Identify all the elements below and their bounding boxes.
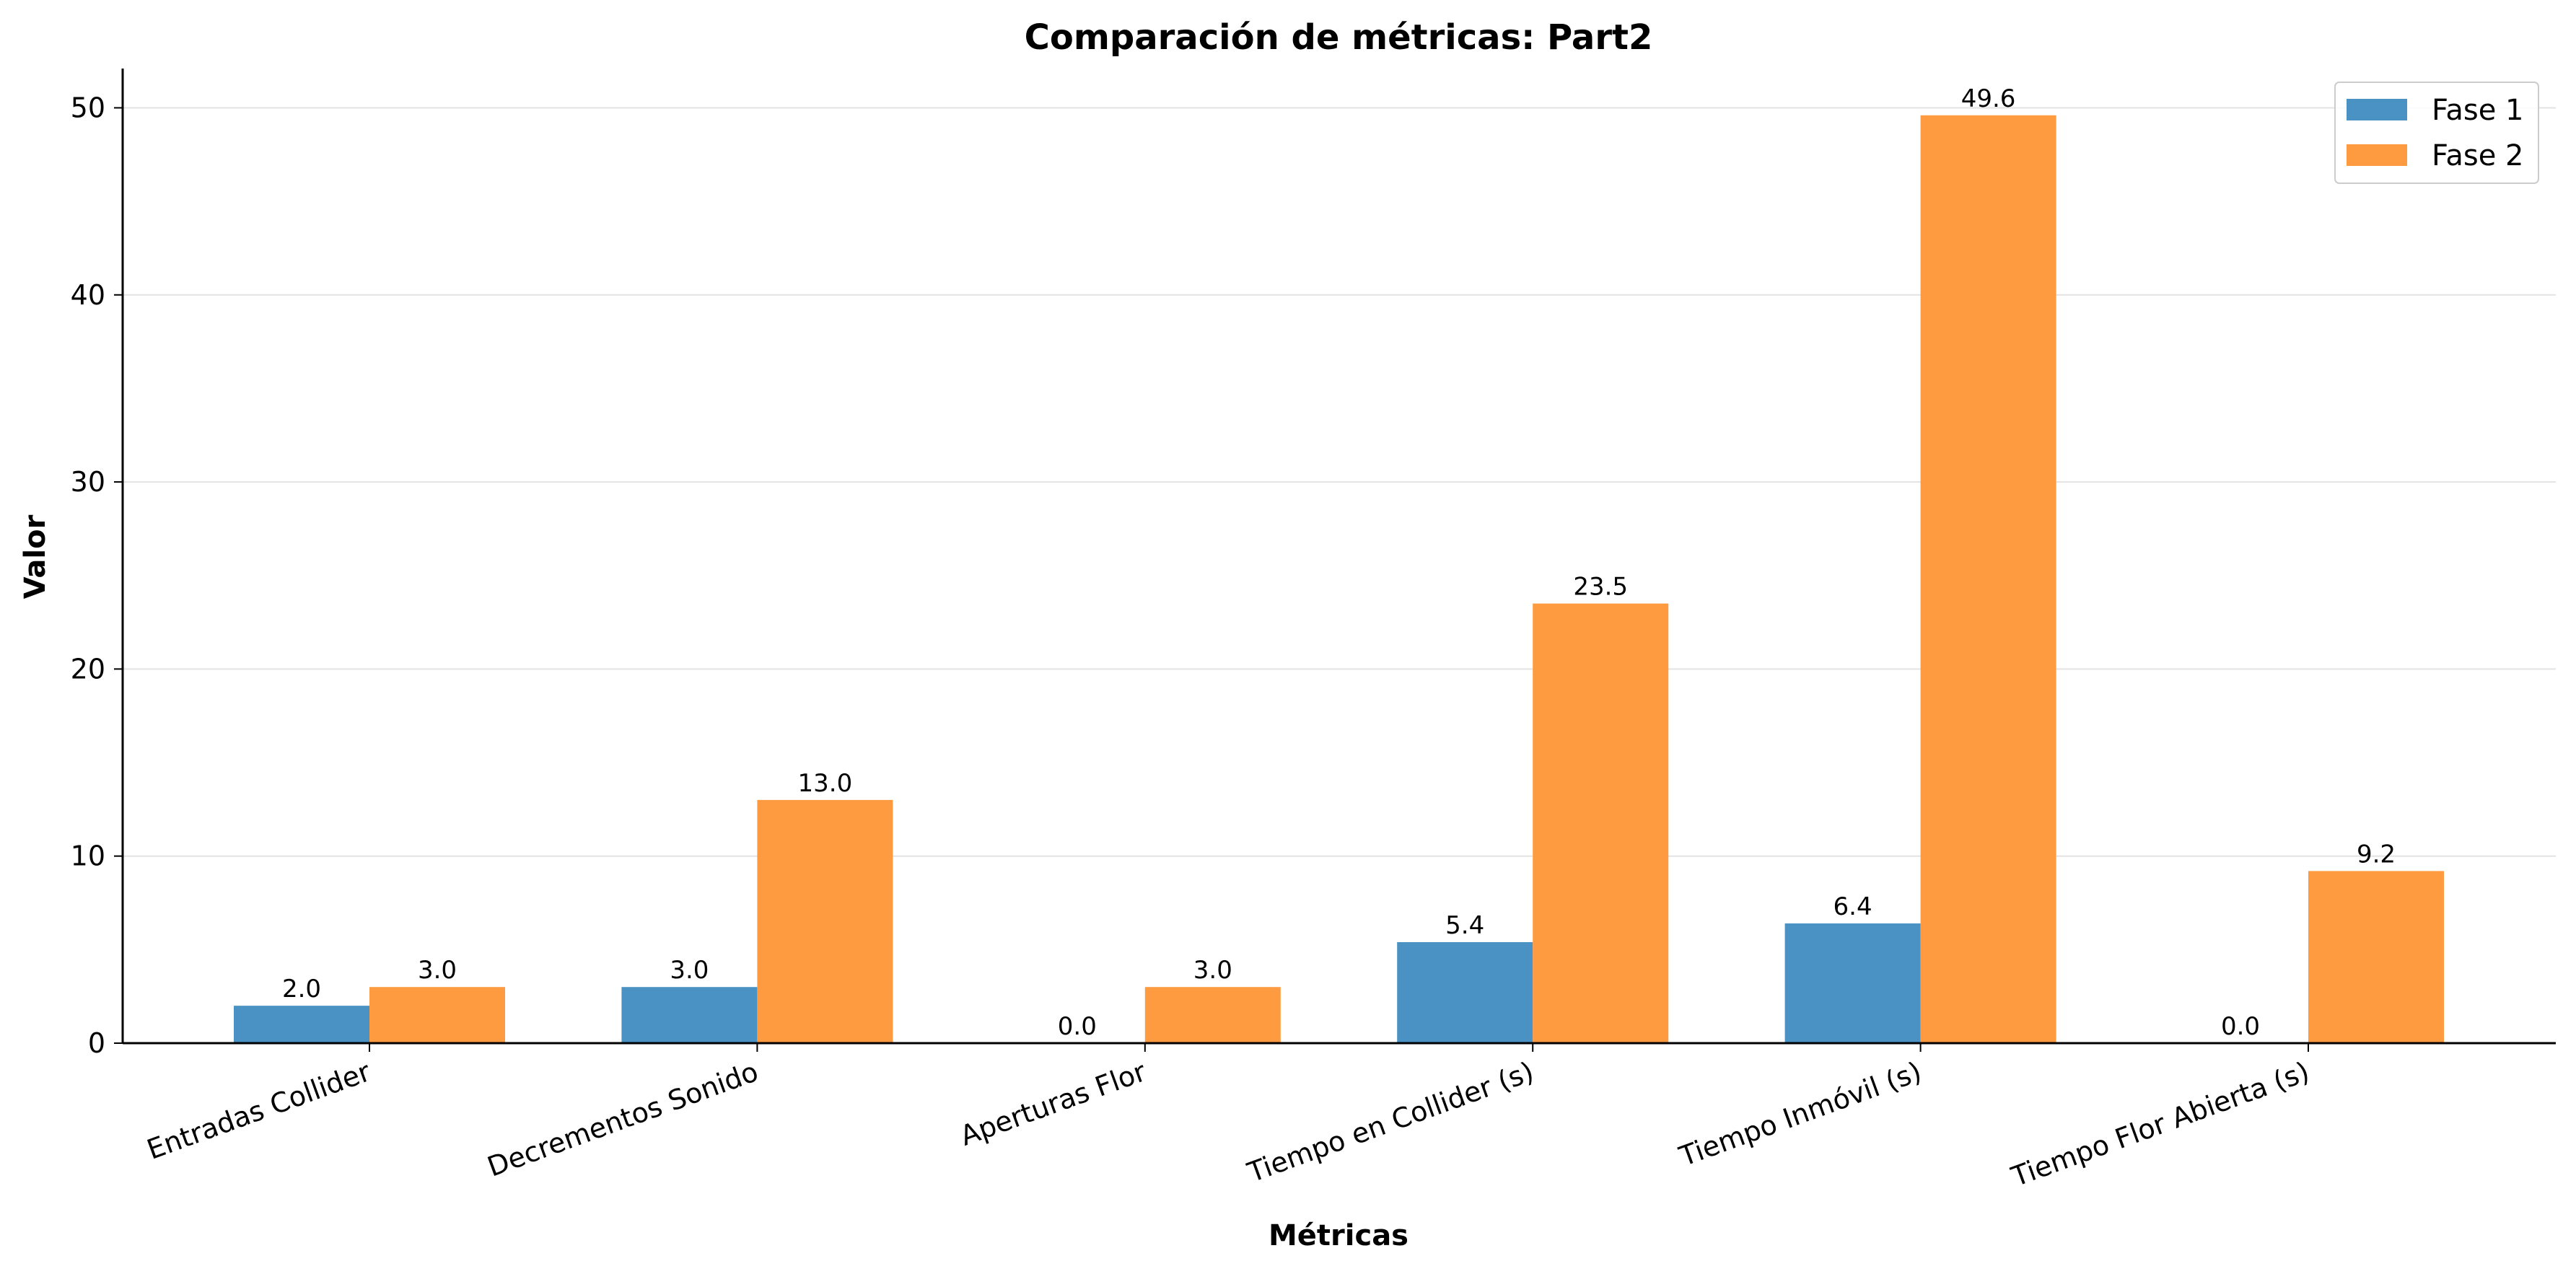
- data-label-fase-2-tiempo-flor-abierta-s: 9.2: [2357, 840, 2396, 869]
- bar-fase-2-tiempo-flor-abierta-s: [2308, 871, 2444, 1043]
- bar-fase-1-entradas-collider: [234, 1006, 369, 1043]
- bar-fase-2-decrementos-sonido: [757, 799, 893, 1043]
- data-labels: 2.0 3.0 0.0 5.4 6.4 0.0 3.0 13.0 3.0 23.5 49.6 9.2: [282, 84, 2396, 1041]
- axes: [121, 69, 2556, 1045]
- x-tick-label-tiempo-inmovil-s: Tiempo Inmóvil (s): [1675, 1055, 1926, 1172]
- y-tick-label: 30: [71, 466, 105, 498]
- bar-fase-2-tiempo-inmovil-s: [1920, 115, 2056, 1043]
- data-label-fase-1-tiempo-inmovil-s: 6.4: [1834, 892, 1872, 921]
- x-tick-label-tiempo-en-collider-s: Tiempo en Collider (s): [1243, 1055, 1538, 1189]
- data-label-fase-1-entradas-collider: 2.0: [282, 975, 321, 1003]
- x-tick-label-decrementos-sonido: Decrementos Sonido: [483, 1055, 763, 1183]
- data-label-fase-2-tiempo-inmovil-s: 49.6: [1961, 84, 2016, 113]
- data-label-fase-2-decrementos-sonido: 13.0: [798, 769, 853, 798]
- bar-fase-2-tiempo-en-collider-s: [1533, 603, 1669, 1043]
- bar-fase-2-aperturas-flor: [1144, 987, 1281, 1043]
- legend-swatch-fase-2: [2347, 144, 2407, 166]
- data-label-fase-2-entradas-collider: 3.0: [418, 956, 457, 985]
- x-axis-label: Métricas: [1269, 1219, 1409, 1252]
- data-label-fase-2-aperturas-flor: 3.0: [1193, 956, 1232, 985]
- data-label-fase-1-decrementos-sonido: 3.0: [670, 956, 709, 985]
- bar-fase-1-decrementos-sonido: [621, 987, 758, 1043]
- y-tick-label: 40: [71, 279, 105, 311]
- legend-label-fase-2: Fase 2: [2432, 139, 2523, 172]
- x-tick-label-entradas-collider: Entradas Collider: [143, 1055, 375, 1166]
- x-tick-label-aperturas-flor: Aperturas Flor: [956, 1055, 1150, 1152]
- legend-swatch-fase-1: [2347, 99, 2407, 120]
- bars: [234, 115, 2444, 1043]
- data-label-fase-1-tiempo-en-collider-s: 5.4: [1445, 911, 1484, 940]
- y-tick-label: 10: [71, 840, 105, 872]
- x-tick-label-tiempo-flor-abierta-s: Tiempo Flor Abierta (s): [2007, 1055, 2313, 1193]
- y-tick-label: 0: [88, 1027, 105, 1059]
- bar-fase-1-tiempo-inmovil-s: [1784, 923, 1921, 1043]
- gridlines: [123, 107, 2556, 857]
- data-label-fase-2-tiempo-en-collider-s: 23.5: [1573, 573, 1628, 602]
- y-tick-label: 50: [71, 92, 105, 123]
- bar-fase-1-tiempo-en-collider-s: [1397, 941, 1533, 1043]
- data-label-fase-1-aperturas-flor: 0.0: [1058, 1012, 1097, 1041]
- bar-fase-2-entradas-collider: [369, 987, 505, 1043]
- legend: Fase 1 Fase 2: [2334, 82, 2539, 184]
- chart-title: Comparación de métricas: Part2: [1025, 17, 1653, 58]
- y-tick-label: 20: [71, 653, 105, 685]
- data-label-fase-1-tiempo-flor-abierta-s: 0.0: [2221, 1012, 2260, 1041]
- y-axis-label: Valor: [19, 514, 52, 599]
- legend-label-fase-1: Fase 1: [2432, 94, 2523, 127]
